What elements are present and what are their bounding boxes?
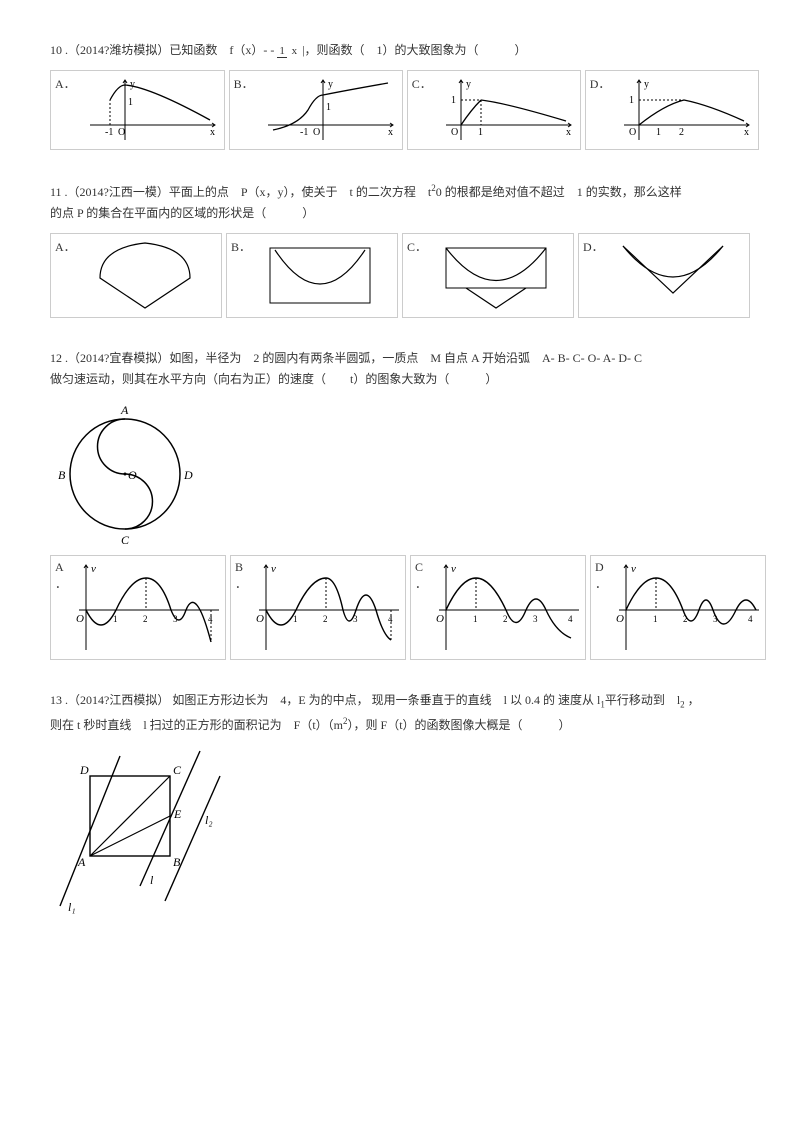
- svg-text:x: x: [566, 127, 571, 138]
- q11-opt-a: A．: [50, 233, 222, 318]
- q10-opt-a: A． x y O -1 1: [50, 70, 225, 150]
- q11-options: A． B． C． D．: [50, 233, 750, 318]
- q11-text: 11 .（2014?江西一模）平面上的点 P（x，y），使关于 t 的二次方程 …: [50, 180, 750, 225]
- q11-opt-c: C．: [402, 233, 574, 318]
- svg-text:A: A: [120, 403, 129, 417]
- q12-chart-c: v O 1 2 3 4: [431, 560, 581, 655]
- svg-text:1: 1: [473, 614, 478, 624]
- q11-opt-d: D．: [578, 233, 750, 318]
- q10-opt-c: C． x y O 1 1: [407, 70, 581, 150]
- svg-text:l: l: [150, 873, 154, 887]
- svg-text:E: E: [173, 807, 182, 821]
- svg-text:C: C: [173, 763, 182, 777]
- question-13: 13 .（2014?江西模拟） 如图正方形边长为 4，E 为的中点， 现用一条垂…: [50, 690, 750, 921]
- svg-text:O: O: [436, 613, 444, 625]
- svg-text:1: 1: [451, 95, 456, 106]
- question-11: 11 .（2014?江西一模）平面上的点 P（x，y），使关于 t 的二次方程 …: [50, 180, 750, 318]
- svg-text:D: D: [183, 468, 193, 482]
- q11-chart-d: [608, 238, 738, 313]
- svg-text:B: B: [173, 855, 181, 869]
- svg-text:v: v: [451, 563, 456, 575]
- svg-text:O: O: [128, 468, 137, 482]
- svg-text:y: y: [644, 79, 649, 90]
- svg-text:l₁: l₁: [68, 900, 76, 914]
- svg-text:B: B: [58, 468, 66, 482]
- q10-chart-a: x y O -1 1: [80, 75, 220, 145]
- svg-text:O: O: [451, 127, 458, 138]
- svg-text:-1: -1: [105, 127, 113, 138]
- svg-text:x: x: [210, 127, 215, 138]
- svg-text:l₂: l₂: [205, 813, 213, 827]
- q10-text: 10 .（2014?潍坊模拟）已知函数 f（x）- - 1 x |，则函数（ 1…: [50, 40, 750, 62]
- svg-text:1: 1: [128, 97, 133, 108]
- svg-text:2: 2: [503, 614, 508, 624]
- svg-text:-1: -1: [300, 127, 308, 138]
- q10-opt-b: B． x y O -1 1: [229, 70, 403, 150]
- svg-text:y: y: [466, 79, 471, 90]
- q12-figure: A B C D O: [50, 399, 200, 549]
- svg-text:v: v: [631, 563, 636, 575]
- q12-opt-c: C． v O 12 34: [410, 555, 586, 660]
- svg-text:A: A: [77, 855, 86, 869]
- svg-text:O: O: [313, 127, 320, 138]
- question-12: 12 .（2014?宜春模拟）如图，半径为 2 的圆内有两条半圆弧，一质点 M …: [50, 348, 750, 660]
- q10-chart-d: x y O 1 1 2: [614, 75, 754, 145]
- q13-text: 13 .（2014?江西模拟） 如图正方形边长为 4，E 为的中点， 现用一条垂…: [50, 690, 750, 736]
- svg-text:1: 1: [656, 127, 661, 138]
- svg-text:D: D: [79, 763, 89, 777]
- q12-text: 12 .（2014?宜春模拟）如图，半径为 2 的圆内有两条半圆弧，一质点 M …: [50, 348, 750, 391]
- q13-figure: D C A B E l l₁ l₂: [50, 746, 235, 921]
- svg-text:x: x: [744, 127, 749, 138]
- svg-text:y: y: [328, 79, 333, 90]
- q12-opt-a: A． v O 12 34: [50, 555, 226, 660]
- svg-text:v: v: [91, 563, 96, 575]
- svg-text:1: 1: [478, 127, 483, 138]
- svg-text:2: 2: [143, 614, 148, 624]
- svg-text:2: 2: [323, 614, 328, 624]
- q12-chart-d: v O 12 34: [611, 560, 761, 655]
- svg-text:x: x: [388, 127, 393, 138]
- q12-chart-b: v O 12 34: [251, 560, 401, 655]
- q11-chart-c: [431, 238, 561, 313]
- svg-text:4: 4: [568, 614, 573, 624]
- svg-text:O: O: [118, 127, 125, 138]
- q10-chart-c: x y O 1 1: [436, 75, 576, 145]
- fraction: 1 x: [277, 46, 299, 57]
- svg-text:1: 1: [653, 614, 658, 624]
- svg-text:C: C: [121, 533, 130, 547]
- q10-chart-b: x y O -1 1: [258, 75, 398, 145]
- q11-chart-a: [80, 238, 210, 313]
- q11-opt-b: B．: [226, 233, 398, 318]
- question-10: 10 .（2014?潍坊模拟）已知函数 f（x）- - 1 x |，则函数（ 1…: [50, 40, 750, 150]
- svg-text:O: O: [256, 613, 264, 625]
- q10-text-post: |，则函数（ 1）的大致图象为（ ）: [302, 43, 526, 57]
- svg-text:O: O: [76, 613, 84, 625]
- svg-text:v: v: [271, 563, 276, 575]
- q10-text-pre: 10 .（2014?潍坊模拟）已知函数 f（x）- -: [50, 43, 277, 57]
- svg-text:1: 1: [629, 95, 634, 106]
- q12-options: A． v O 12 34 B． v O 12: [50, 555, 750, 660]
- q12-chart-a: v O 12 34: [71, 560, 221, 655]
- svg-text:3: 3: [533, 614, 538, 624]
- svg-text:4: 4: [748, 614, 753, 624]
- svg-text:y: y: [130, 79, 135, 90]
- q10-options: A． x y O -1 1 B． x: [50, 70, 750, 150]
- q12-opt-b: B． v O 12 34: [230, 555, 406, 660]
- q12-opt-d: D． v O 12 34: [590, 555, 766, 660]
- svg-text:O: O: [616, 613, 624, 625]
- svg-text:2: 2: [679, 127, 684, 138]
- q11-chart-b: [255, 238, 385, 313]
- q10-opt-d: D． x y O 1 1 2: [585, 70, 760, 150]
- svg-text:O: O: [629, 127, 636, 138]
- svg-text:1: 1: [326, 102, 331, 113]
